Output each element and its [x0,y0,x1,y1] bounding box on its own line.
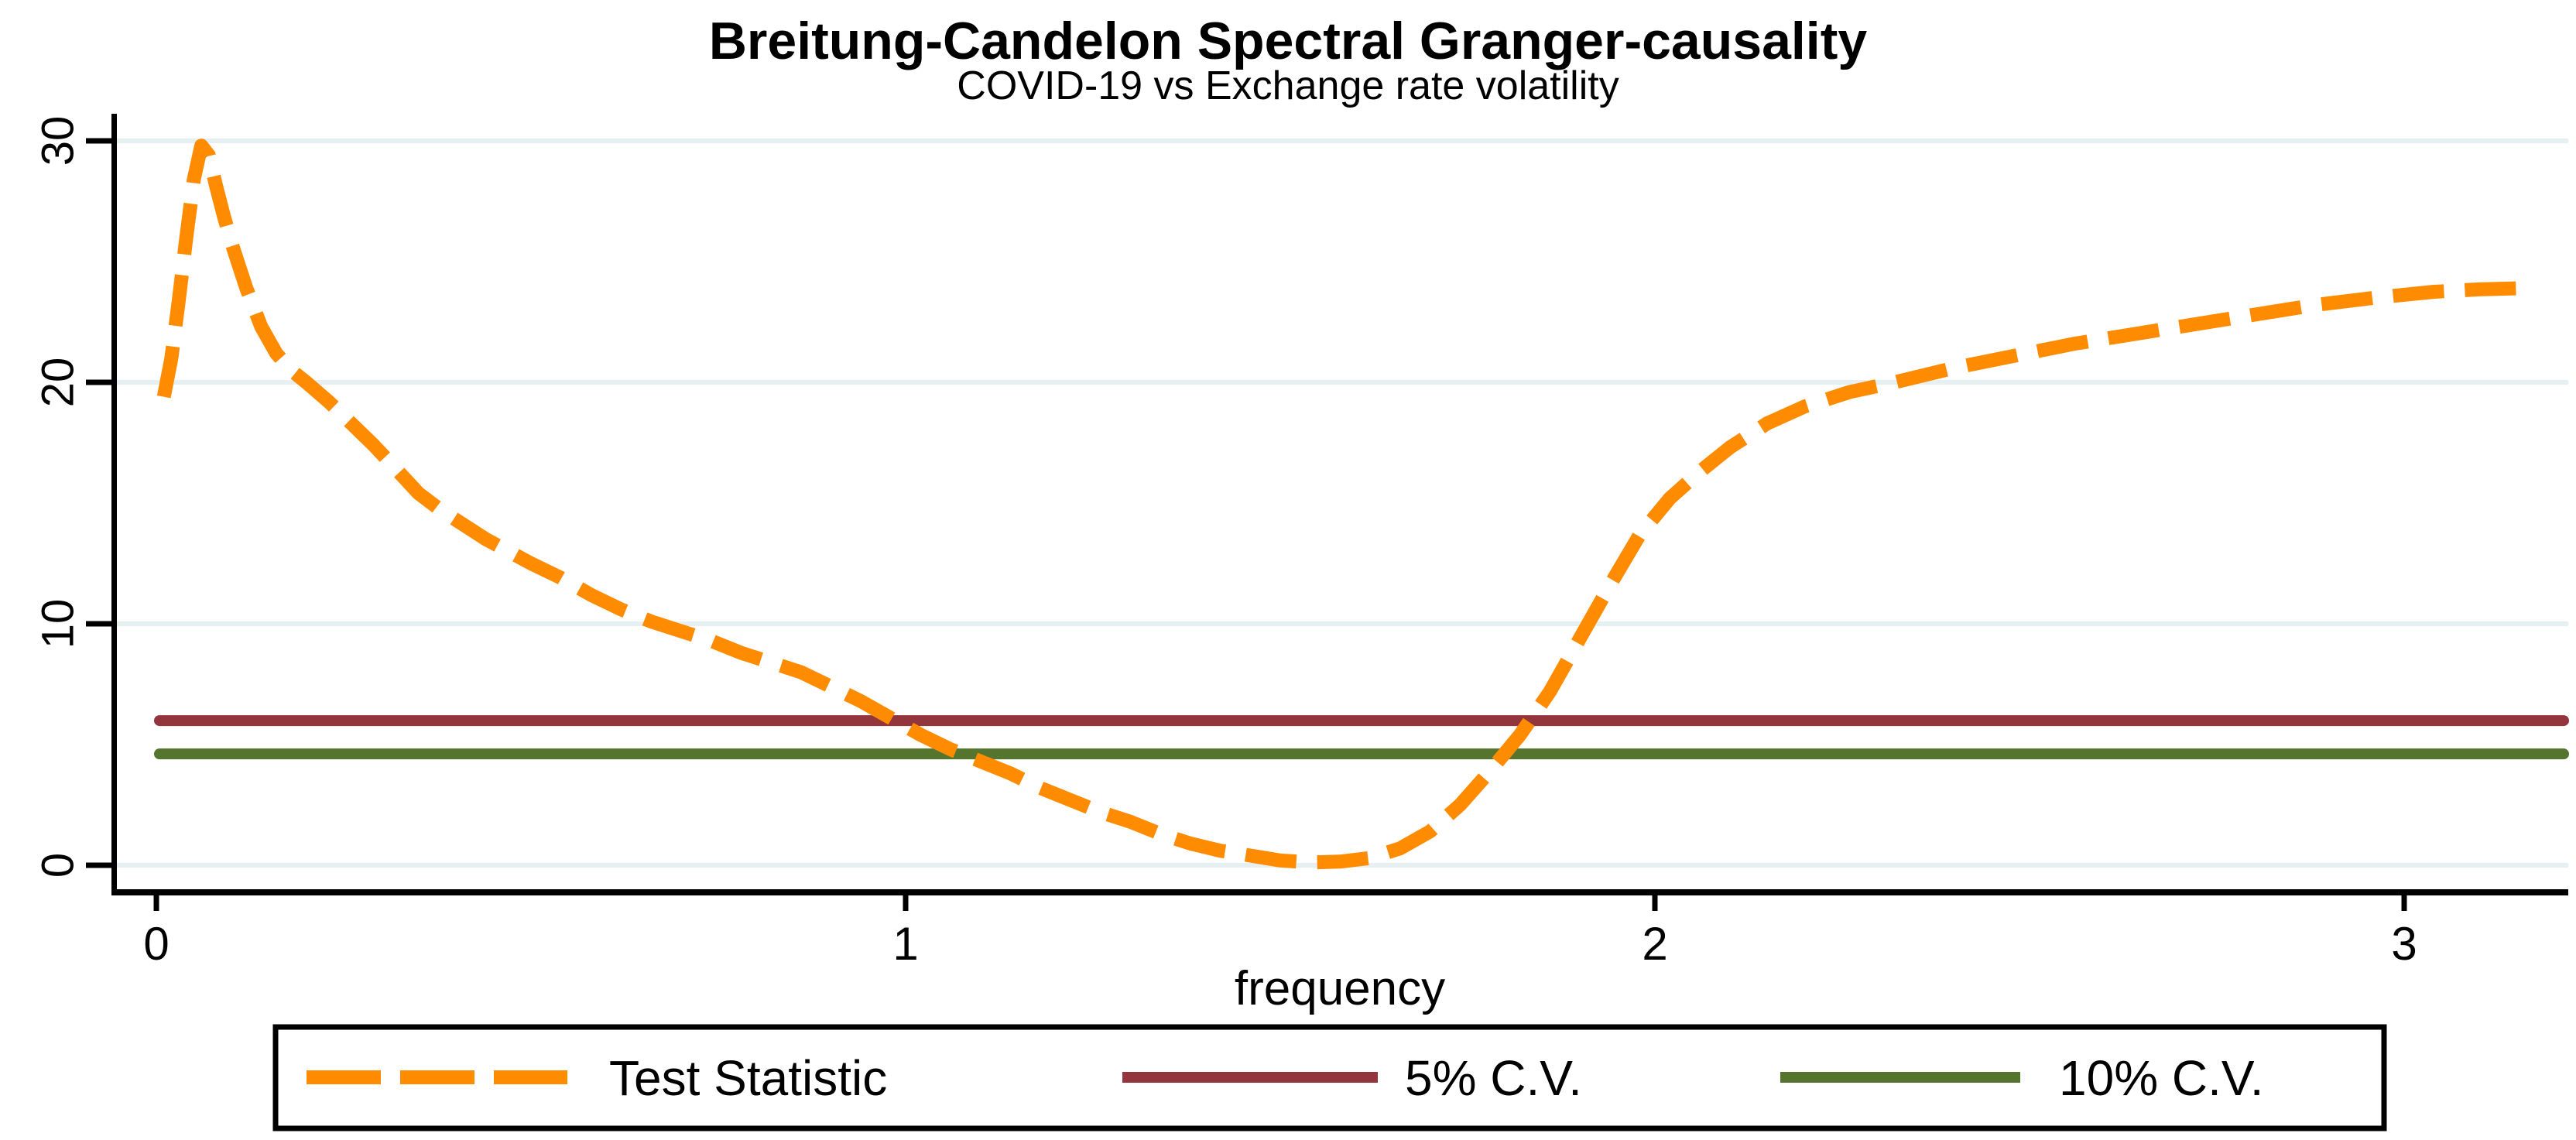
test-statistic-curve [156,139,2525,870]
y-tick-label: 30 [33,116,83,166]
x-axis-ticks [153,892,2407,911]
test-statistic-series [156,139,2525,870]
critical-value-lines [154,715,2569,760]
x-axis-tick-labels: 0 1 2 3 [143,918,2417,970]
y-tick-label: 10 [33,599,83,649]
x-axis-title: frequency [1235,962,1445,1015]
x-axis-spine [111,889,2568,895]
chart-subtitle: COVID-19 vs Exchange rate volatility [957,63,1619,108]
legend-label-test-statistic: Test Statistic [609,1050,887,1106]
x-tick-label: 1 [892,918,918,970]
chart-title: Breitung-Candelon Spectral Granger-causa… [709,12,1868,70]
legend-label-cv10: 10% C.V. [2059,1050,2263,1106]
x-tick-label: 2 [1642,918,1667,970]
y-axis-spine [111,114,117,895]
y-tick-label: 0 [33,853,83,878]
x-tick-label: 3 [2391,918,2417,970]
y-tick-label: 20 [33,358,83,408]
y-axis-tick-labels: 0 10 20 30 [33,116,83,878]
legend: Test Statistic 5% C.V. 10% C.V. [272,1024,2387,1131]
y-axis-ticks [86,138,114,868]
legend-label-cv5: 5% C.V. [1405,1050,1582,1106]
x-tick-label: 0 [143,918,169,970]
